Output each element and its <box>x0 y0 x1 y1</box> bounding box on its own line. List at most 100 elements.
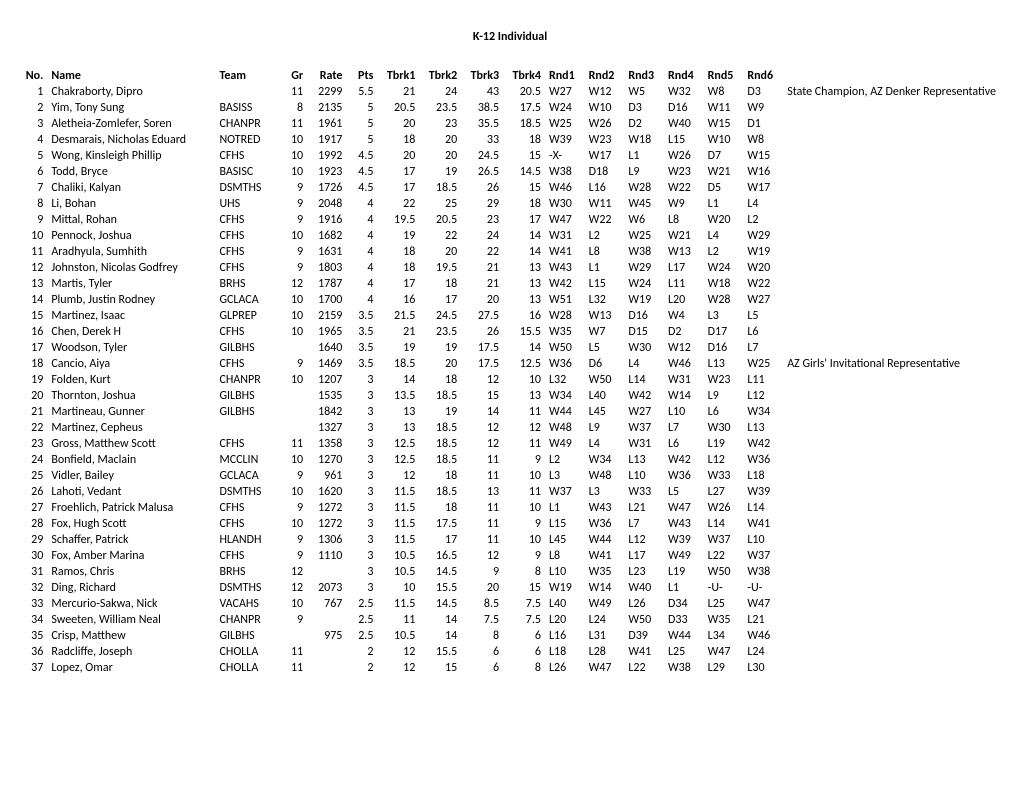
cell: L7 <box>624 516 664 532</box>
cell: 18.5 <box>419 420 461 436</box>
cell: 10.5 <box>377 564 419 580</box>
cell: Crisp, Matthew <box>47 628 215 644</box>
cell: W11 <box>585 196 625 212</box>
cell: 10 <box>278 228 307 244</box>
cell: L18 <box>743 468 783 484</box>
cell: W25 <box>624 228 664 244</box>
cell: W33 <box>704 468 744 484</box>
cell: 11 <box>461 500 503 516</box>
cell: 15 <box>503 580 545 596</box>
cell: 9 <box>461 564 503 580</box>
cell: 12 <box>278 580 307 596</box>
cell: 13.5 <box>377 388 419 404</box>
cell: L1 <box>664 580 704 596</box>
cell: 12 <box>20 260 47 276</box>
cell: L4 <box>704 228 744 244</box>
cell <box>783 148 1000 164</box>
cell: CHANPR <box>215 372 278 388</box>
cell: CFHS <box>215 548 278 564</box>
cell: 3 <box>346 420 377 436</box>
cell: 4 <box>346 276 377 292</box>
cell: CHOLLA <box>215 644 278 660</box>
cell: W24 <box>704 260 744 276</box>
cell: W9 <box>664 196 704 212</box>
cell: NOTRED <box>215 132 278 148</box>
cell: Bonfield, Maclain <box>47 452 215 468</box>
cell: 18 <box>377 260 419 276</box>
cell: Ding, Richard <box>47 580 215 596</box>
cell: 10 <box>278 372 307 388</box>
cell: GLPREP <box>215 308 278 324</box>
cell: 9 <box>503 548 545 564</box>
cell: W37 <box>624 420 664 436</box>
cell <box>278 420 307 436</box>
cell: 19 <box>419 340 461 356</box>
cell: 1272 <box>307 516 346 532</box>
cell: 19.5 <box>377 212 419 228</box>
cell: 3.5 <box>346 308 377 324</box>
cell: 3 <box>346 500 377 516</box>
table-row: 8Li, BohanUHS92048422252918W30W11W45W9L1… <box>20 196 1000 212</box>
cell: W15 <box>704 116 744 132</box>
cell <box>783 228 1000 244</box>
cell <box>307 660 346 676</box>
cell: 24 <box>419 84 461 100</box>
table-row: 3Aletheia-Zomlefer, SorenCHANPR111961520… <box>20 116 1000 132</box>
cell: 13 <box>503 292 545 308</box>
cell: 4 <box>346 292 377 308</box>
cell: 18.5 <box>419 180 461 196</box>
cell: 24 <box>461 228 503 244</box>
cell: 11 <box>503 404 545 420</box>
cell: 23 <box>20 436 47 452</box>
cell: 11.5 <box>377 532 419 548</box>
table-row: 25Vidler, BaileyGCLACA9961312181110L3W48… <box>20 468 1000 484</box>
cell: 20 <box>419 148 461 164</box>
cell: L9 <box>624 164 664 180</box>
cell: 17.5 <box>461 340 503 356</box>
cell <box>783 500 1000 516</box>
cell: 4.5 <box>346 148 377 164</box>
cell: W28 <box>545 308 585 324</box>
cell: 14.5 <box>419 564 461 580</box>
cell: 19 <box>419 164 461 180</box>
cell: 20.5 <box>503 84 545 100</box>
cell: W44 <box>545 404 585 420</box>
cell: W40 <box>664 116 704 132</box>
table-row: 21Martineau, GunnerGILBHS1842313191411W4… <box>20 404 1000 420</box>
cell: 18.5 <box>419 436 461 452</box>
cell: W31 <box>545 228 585 244</box>
cell: L17 <box>624 548 664 564</box>
cell: L2 <box>704 244 744 260</box>
cell <box>215 84 278 100</box>
cell <box>783 580 1000 596</box>
cell: W36 <box>743 452 783 468</box>
cell: 12.5 <box>503 356 545 372</box>
cell: 2 <box>346 660 377 676</box>
cell: 18.5 <box>377 356 419 372</box>
cell: 23 <box>461 212 503 228</box>
cell: Chen, Derek H <box>47 324 215 340</box>
cell: CHANPR <box>215 612 278 628</box>
cell: VACAHS <box>215 596 278 612</box>
cell: W35 <box>585 564 625 580</box>
cell: L11 <box>664 276 704 292</box>
cell: 10 <box>503 500 545 516</box>
cell: W46 <box>664 356 704 372</box>
cell: W23 <box>585 132 625 148</box>
cell: 12 <box>461 372 503 388</box>
cell: 19 <box>377 340 419 356</box>
cell: 30 <box>20 548 47 564</box>
cell: CFHS <box>215 356 278 372</box>
cell: D2 <box>664 324 704 340</box>
cell: L18 <box>545 644 585 660</box>
table-header: No.NameTeamGrRatePtsTbrk1Tbrk2Tbrk3Tbrk4… <box>20 68 1000 84</box>
cell: 35.5 <box>461 116 503 132</box>
cell: Mercurio-Sakwa, Nick <box>47 596 215 612</box>
cell: 37 <box>20 660 47 676</box>
cell: L10 <box>624 468 664 484</box>
cell: 2.5 <box>346 612 377 628</box>
cell: W51 <box>545 292 585 308</box>
cell: 3 <box>346 468 377 484</box>
cell: 17 <box>419 292 461 308</box>
cell: W39 <box>545 132 585 148</box>
